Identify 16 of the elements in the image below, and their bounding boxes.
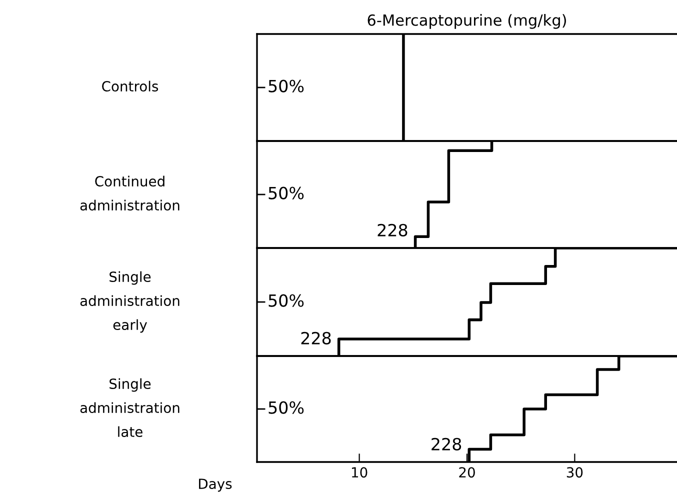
x-tick-label: 20 bbox=[459, 467, 475, 478]
annotation: 50% bbox=[268, 80, 304, 92]
chart-title: 6-Mercaptopurine (mg/kg) bbox=[368, 14, 566, 29]
annotation: 228 bbox=[378, 224, 408, 236]
y-axis-title: Continued administration bbox=[80, 176, 180, 211]
y-axis-title: Controls bbox=[102, 80, 158, 92]
annotation: 50% bbox=[268, 294, 304, 307]
annotation: 50% bbox=[268, 401, 304, 414]
annotation: 228 bbox=[301, 332, 331, 344]
x-tick-label: 10 bbox=[352, 467, 368, 478]
annotation: 50% bbox=[268, 186, 304, 200]
annotation: 228 bbox=[432, 438, 462, 450]
x-tick-label: 30 bbox=[566, 467, 583, 478]
y-axis-title: Single administration early bbox=[80, 271, 180, 333]
y-axis-title: Single administration late bbox=[80, 378, 180, 438]
x-axis-title: Days bbox=[199, 478, 232, 492]
